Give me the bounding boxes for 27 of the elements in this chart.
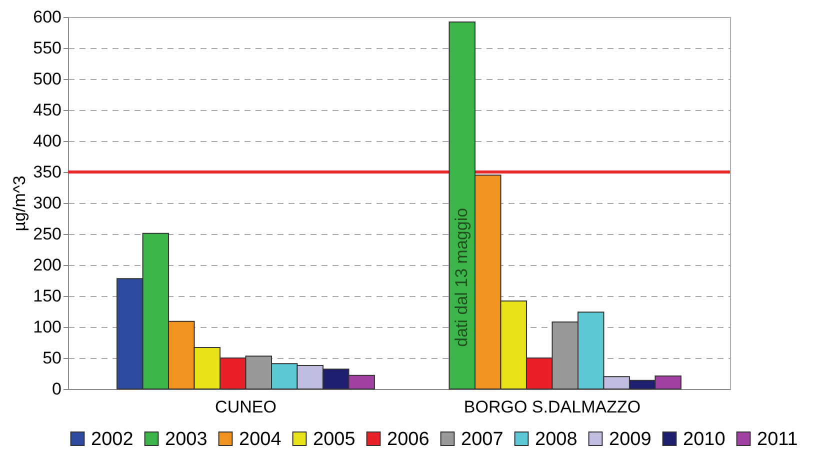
legend-label: 2009 xyxy=(609,428,652,450)
y-tick-label: 100 xyxy=(33,318,62,336)
legend-label: 2004 xyxy=(239,428,282,450)
y-tick-label: 550 xyxy=(33,38,62,58)
y-tick-label: 600 xyxy=(33,8,62,26)
y-tick-label: 450 xyxy=(33,100,62,120)
x-tick-label: BORGO S.DALMAZZO xyxy=(464,398,641,416)
legend-label: 2007 xyxy=(461,428,504,450)
y-axis-title: µg/m^3 xyxy=(10,176,30,232)
legend-label: 2002 xyxy=(91,428,134,450)
annotation: dati dal 13 maggio xyxy=(452,208,472,347)
y-tick-label: 300 xyxy=(33,194,62,212)
y-tick-label: 200 xyxy=(33,256,62,274)
legend-label: 2011 xyxy=(757,428,798,450)
legend-label: 2005 xyxy=(313,428,356,450)
legend-label: 2010 xyxy=(683,428,726,450)
x-tick-label: CUNEO xyxy=(215,398,276,416)
y-tick-label: 350 xyxy=(33,162,62,182)
legend-label: 2003 xyxy=(165,428,208,450)
y-tick-label: 50 xyxy=(42,348,62,368)
y-tick-label: 150 xyxy=(33,286,62,306)
y-tick-label: 250 xyxy=(33,224,62,244)
y-tick-label: 400 xyxy=(33,132,62,150)
y-tick-label: 500 xyxy=(33,70,62,88)
legend-label: 2008 xyxy=(535,428,578,450)
legend-label: 2006 xyxy=(387,428,430,450)
y-tick-label: 0 xyxy=(52,380,62,398)
